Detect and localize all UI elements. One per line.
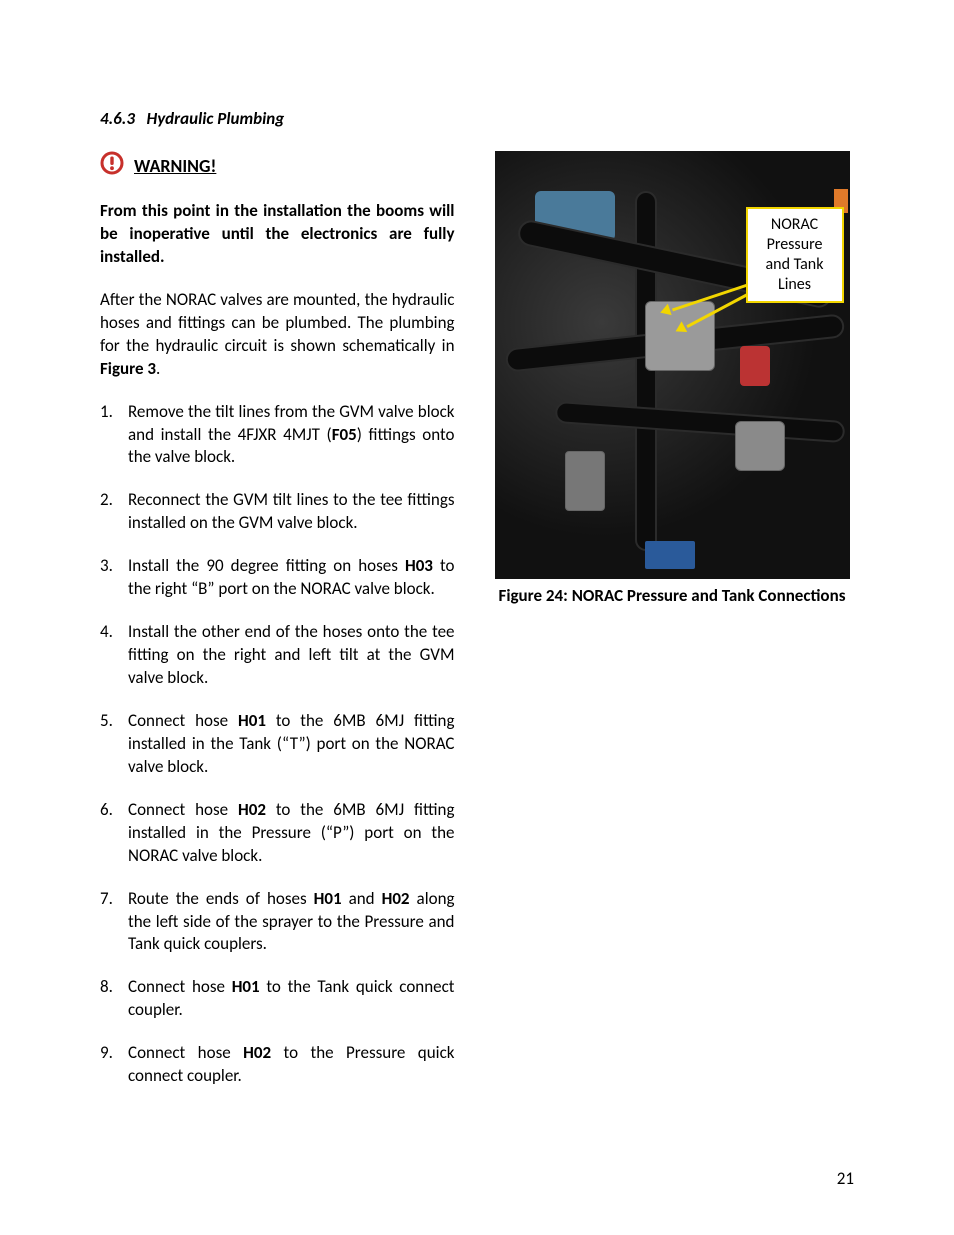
step-item: Route the ends of hoses H01 and H02 alon… <box>100 888 455 957</box>
callout-text: NORAC Pressure and Tank Lines <box>766 215 824 294</box>
step-item: Connect hose H01 to the 6MB 6MJ fitting … <box>100 710 455 779</box>
steps-list: Remove the tilt lines from the GVM valve… <box>100 401 455 1089</box>
step-item: Install the other end of the hoses onto … <box>100 621 455 690</box>
section-number: 4.6.3 <box>100 108 135 129</box>
figure: NORAC Pressure and Tank Lines Figure 24:… <box>495 151 850 607</box>
figure-photo: NORAC Pressure and Tank Lines <box>495 151 850 579</box>
page-number: 21 <box>837 1168 854 1189</box>
intro-paragraph: After the NORAC valves are mounted, the … <box>100 289 455 381</box>
section-title: Hydraulic Plumbing <box>146 108 284 129</box>
step-item: Remove the tilt lines from the GVM valve… <box>100 401 455 470</box>
warning-paragraph: From this point in the installation the … <box>100 200 455 269</box>
figure-callout: NORAC Pressure and Tank Lines <box>746 207 844 303</box>
left-column: WARNING! From this point in the installa… <box>100 151 455 1108</box>
warning-icon <box>100 151 124 180</box>
step-item: Connect hose H02 to the Pressure quick c… <box>100 1042 455 1088</box>
section-heading: 4.6.3 Hydraulic Plumbing <box>100 108 854 129</box>
right-column: NORAC Pressure and Tank Lines Figure 24:… <box>495 151 855 1108</box>
step-item: Reconnect the GVM tilt lines to the tee … <box>100 489 455 535</box>
step-item: Connect hose H01 to the Tank quick conne… <box>100 976 455 1022</box>
step-item: Install the 90 degree fitting on hoses H… <box>100 555 455 601</box>
figure-caption: Figure 24: NORAC Pressure and Tank Conne… <box>495 585 850 607</box>
two-column-layout: WARNING! From this point in the installa… <box>100 151 854 1108</box>
step-item: Connect hose H02 to the 6MB 6MJ fitting … <box>100 799 455 868</box>
warning-heading: WARNING! <box>100 151 455 180</box>
page: 4.6.3 Hydraulic Plumbing WARNING! From t… <box>0 0 954 1235</box>
warning-label: WARNING! <box>134 155 216 177</box>
